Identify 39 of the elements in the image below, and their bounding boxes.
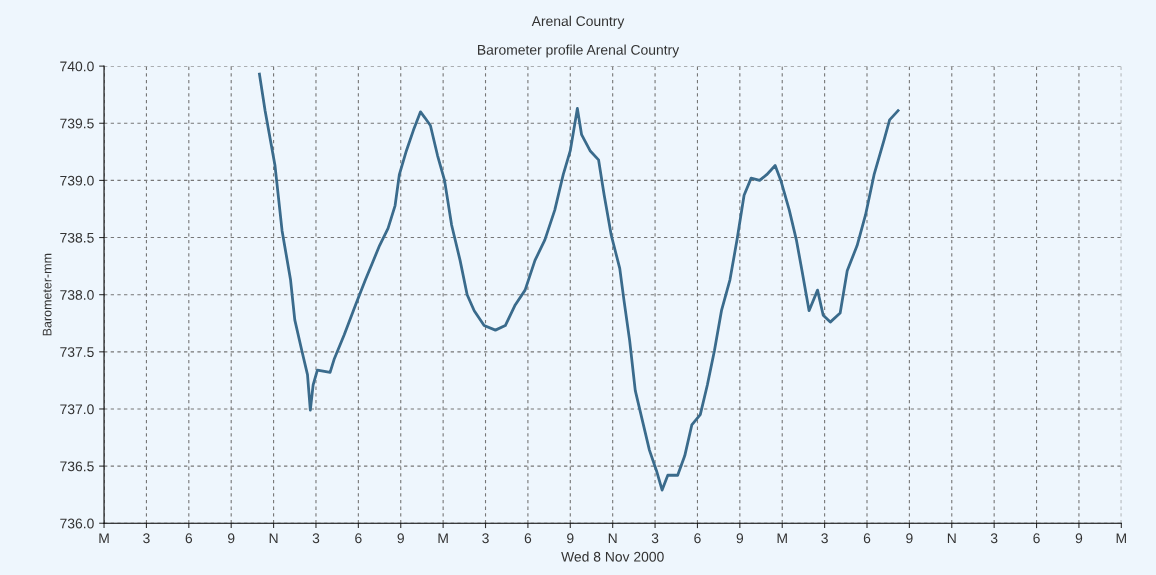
x-tick-label: M	[99, 533, 109, 544]
x-tick-label: M	[777, 533, 787, 544]
x-tick-label: 6	[863, 533, 871, 544]
chart-title: Arenal Country	[531, 15, 625, 29]
x-tick-label: 6	[355, 533, 362, 544]
x-tick-label: M	[1116, 533, 1126, 544]
x-tick-label: 9	[227, 533, 235, 544]
x-tick-label: 3	[482, 533, 489, 544]
y-tick-label: 736.0	[60, 518, 94, 529]
y-tick-label: 737.5	[60, 347, 94, 357]
x-tick-label: 6	[694, 533, 701, 544]
x-tick-label: 6	[524, 533, 532, 544]
y-axis-title: Barometer-mm	[42, 253, 52, 336]
x-tick-label: N	[947, 533, 956, 544]
x-tick-label: 6	[1033, 533, 1040, 544]
y-tick-label: 736.5	[60, 461, 94, 472]
x-tick-label: 9	[1075, 533, 1083, 544]
y-tick-label: 737.0	[60, 404, 94, 415]
line-series	[258, 72, 900, 492]
y-tick-label: 738.5	[60, 232, 94, 243]
x-tick-label: 3	[821, 533, 828, 544]
y-tick-label: 739.0	[60, 175, 94, 186]
x-tick-label: 6	[185, 533, 193, 544]
y-tick-label: 738.0	[60, 290, 94, 300]
x-tick-label: N	[269, 533, 278, 544]
x-tick-label: 9	[736, 533, 744, 544]
y-tick-label: 739.5	[60, 118, 94, 129]
x-tick-label: 9	[906, 533, 913, 544]
x-tick-label: 3	[990, 533, 998, 544]
x-tick-label: 9	[567, 533, 574, 544]
x-tick-label: 9	[397, 533, 404, 544]
x-tick-label: 3	[651, 533, 659, 544]
x-axis-title: Wed 8 Nov 2000	[561, 551, 664, 562]
x-tick-label: N	[608, 533, 617, 544]
x-tick-label: 3	[143, 533, 150, 544]
chart-subtitle: Barometer profile Arenal Country	[478, 44, 680, 58]
x-tick-label: 3	[312, 533, 320, 544]
x-tick-label: M	[438, 533, 448, 544]
y-tick-label: 740.0	[60, 61, 94, 72]
